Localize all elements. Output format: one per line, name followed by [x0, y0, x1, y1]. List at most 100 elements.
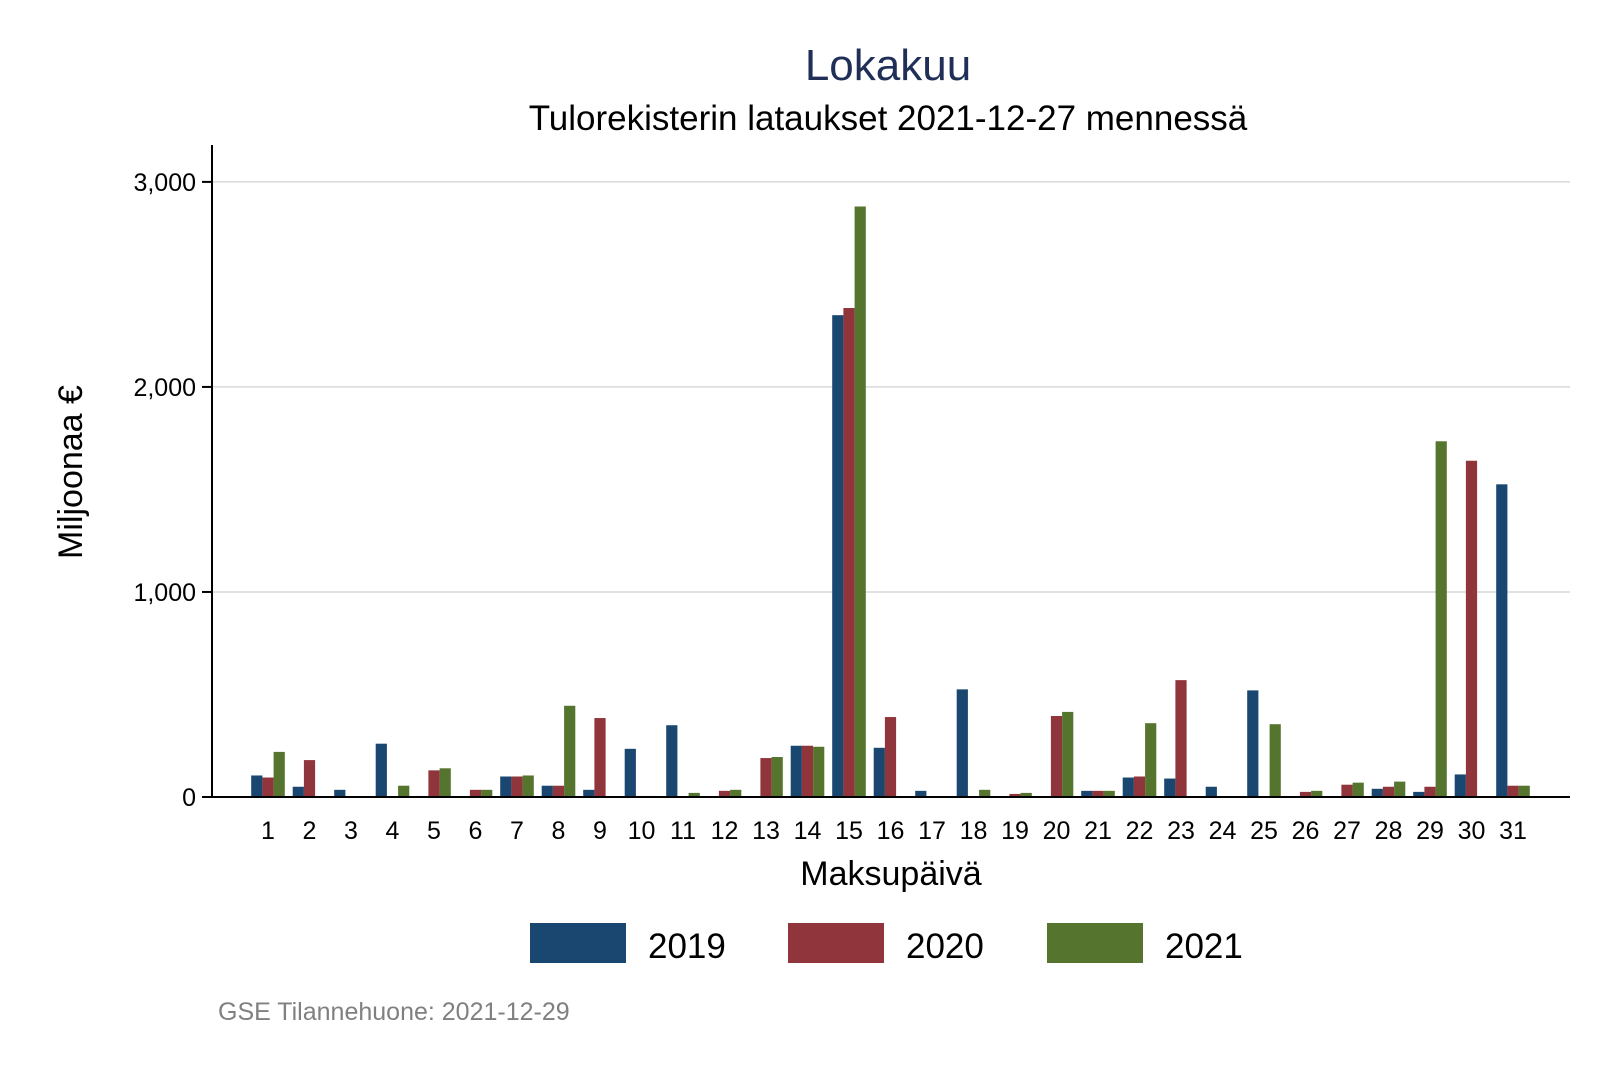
- bar-2020-day-9: [594, 718, 606, 797]
- bar-2020-day-27: [1341, 784, 1353, 797]
- legend-swatch-2020: [788, 923, 884, 963]
- x-tick-label: 14: [794, 817, 822, 845]
- bar-2021-day-26: [1311, 790, 1323, 797]
- bar-2020-day-30: [1465, 460, 1478, 797]
- x-tick-label: 12: [711, 817, 739, 845]
- x-tick-label: 31: [1499, 817, 1527, 845]
- x-tick-label: 24: [1209, 817, 1237, 845]
- bar-2021-day-11: [688, 792, 700, 797]
- bar-2021-day-29: [1435, 441, 1447, 797]
- bar-2021-day-31: [1518, 785, 1530, 797]
- bar-2020-day-2: [303, 760, 316, 797]
- bar-2020-day-7: [511, 776, 523, 797]
- bar-2019-day-2: [292, 786, 304, 797]
- y-tick-label: 2,000: [133, 374, 196, 402]
- bar-2019-day-11: [666, 725, 678, 797]
- x-tick-label: 5: [427, 817, 441, 845]
- bar-2021-day-15: [854, 206, 866, 798]
- x-tick-label: 26: [1292, 817, 1320, 845]
- bar-2019-day-8: [541, 785, 553, 797]
- bar-2020-day-5: [428, 770, 440, 797]
- legend: 2019 2020 2021: [530, 923, 1243, 966]
- bar-2020-day-8: [552, 785, 565, 797]
- legend-label-2020: 2020: [906, 927, 984, 966]
- bar-2020-day-21: [1092, 790, 1104, 797]
- bar-2021-day-6: [481, 789, 493, 797]
- bar-2019-day-21: [1081, 790, 1093, 797]
- x-tick-label: 8: [552, 817, 566, 845]
- bar-2021-day-19: [1020, 792, 1032, 797]
- x-tick-label: 16: [877, 817, 905, 845]
- bar-2021-day-18: [979, 789, 991, 797]
- bar-2019-day-18: [956, 689, 968, 797]
- legend-swatch-2021: [1047, 923, 1143, 963]
- x-tick-label: 6: [469, 817, 483, 845]
- x-tick-label: 22: [1126, 817, 1154, 845]
- x-tick-label: 13: [752, 817, 780, 845]
- x-tick-label: 1: [261, 817, 275, 845]
- x-tick-label: 30: [1458, 817, 1486, 845]
- bar-2020-day-16: [884, 717, 897, 797]
- bar-2019-day-4: [375, 743, 387, 797]
- bar-2019-day-24: [1205, 786, 1217, 797]
- y-axis-title: Miljoonaa €: [52, 385, 90, 559]
- bar-2019-day-10: [624, 748, 636, 797]
- x-tick-label: 2: [303, 817, 317, 845]
- bar-2021-day-12: [730, 789, 742, 797]
- x-tick-label: 10: [628, 817, 656, 845]
- bar-2019-day-9: [583, 789, 595, 797]
- bar-2019-day-3: [334, 789, 346, 797]
- bar-2021-day-7: [522, 775, 534, 797]
- x-tick-label: 28: [1375, 817, 1403, 845]
- bar-2020-day-19: [1009, 793, 1021, 797]
- x-tick-label: 20: [1043, 817, 1071, 845]
- bar-2019-day-14: [790, 745, 802, 797]
- x-axis-title: Maksupäivä: [800, 855, 982, 893]
- bar-2020-day-26: [1299, 791, 1312, 797]
- x-tick-label: 25: [1250, 817, 1278, 845]
- legend-label-2021: 2021: [1165, 927, 1243, 966]
- bar-2021-day-5: [439, 768, 451, 797]
- x-tick-label: 21: [1084, 817, 1112, 845]
- x-tick-label: 9: [593, 817, 607, 845]
- bar-2019-day-25: [1247, 690, 1259, 797]
- bar-2020-day-22: [1133, 776, 1146, 797]
- bar-2021-day-8: [564, 705, 576, 797]
- bar-2019-day-22: [1122, 777, 1134, 797]
- x-tick-label: 17: [918, 817, 946, 845]
- x-tick-label: 23: [1167, 817, 1195, 845]
- x-tick-label: 18: [960, 817, 988, 845]
- bar-2019-day-30: [1454, 774, 1466, 797]
- x-tick-label: 7: [510, 817, 524, 845]
- gridlines: [212, 181, 1570, 593]
- bar-2019-day-1: [251, 775, 263, 797]
- bar-2020-day-1: [262, 777, 274, 797]
- bar-2019-day-15: [832, 315, 844, 797]
- x-tick-label: 29: [1416, 817, 1444, 845]
- bar-2020-day-31: [1507, 785, 1519, 797]
- bar-2019-day-29: [1413, 791, 1425, 797]
- bar-2021-day-4: [398, 785, 410, 797]
- bar-2021-day-28: [1394, 781, 1406, 797]
- bar-2019-day-16: [873, 747, 885, 797]
- bar-2021-day-25: [1269, 724, 1281, 797]
- y-tick-label: 1,000: [133, 579, 196, 607]
- x-tick-label: 4: [386, 817, 400, 845]
- source-note: GSE Tilannehuone: 2021-12-29: [218, 998, 570, 1026]
- bar-2020-day-23: [1175, 680, 1187, 797]
- chart-title: Lokakuu: [805, 41, 971, 90]
- bar-2020-day-28: [1382, 786, 1395, 797]
- legend-label-2019: 2019: [648, 927, 726, 966]
- y-tick-label: 3,000: [133, 169, 196, 197]
- x-tick-label: 27: [1333, 817, 1361, 845]
- x-tick-label: 3: [344, 817, 358, 845]
- bars: [251, 206, 1530, 798]
- bar-2020-day-13: [760, 758, 772, 797]
- bar-2019-day-7: [500, 776, 512, 797]
- bar-2020-day-20: [1050, 716, 1063, 797]
- bar-2019-day-17: [915, 790, 927, 797]
- bar-2020-day-14: [801, 745, 814, 797]
- x-tick-label: 15: [835, 817, 863, 845]
- bar-2020-day-15: [843, 308, 855, 797]
